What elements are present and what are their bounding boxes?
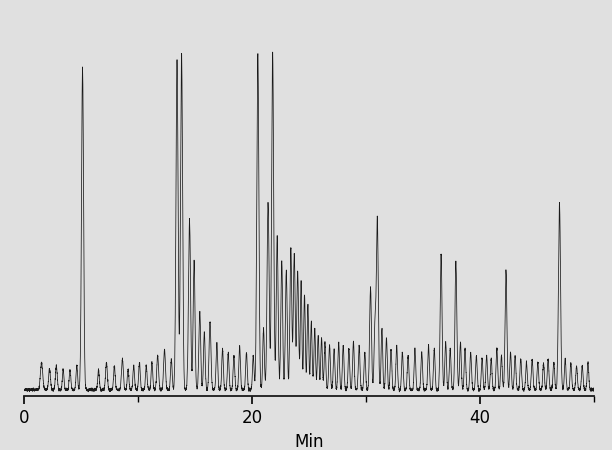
X-axis label: Min: Min — [294, 433, 324, 450]
